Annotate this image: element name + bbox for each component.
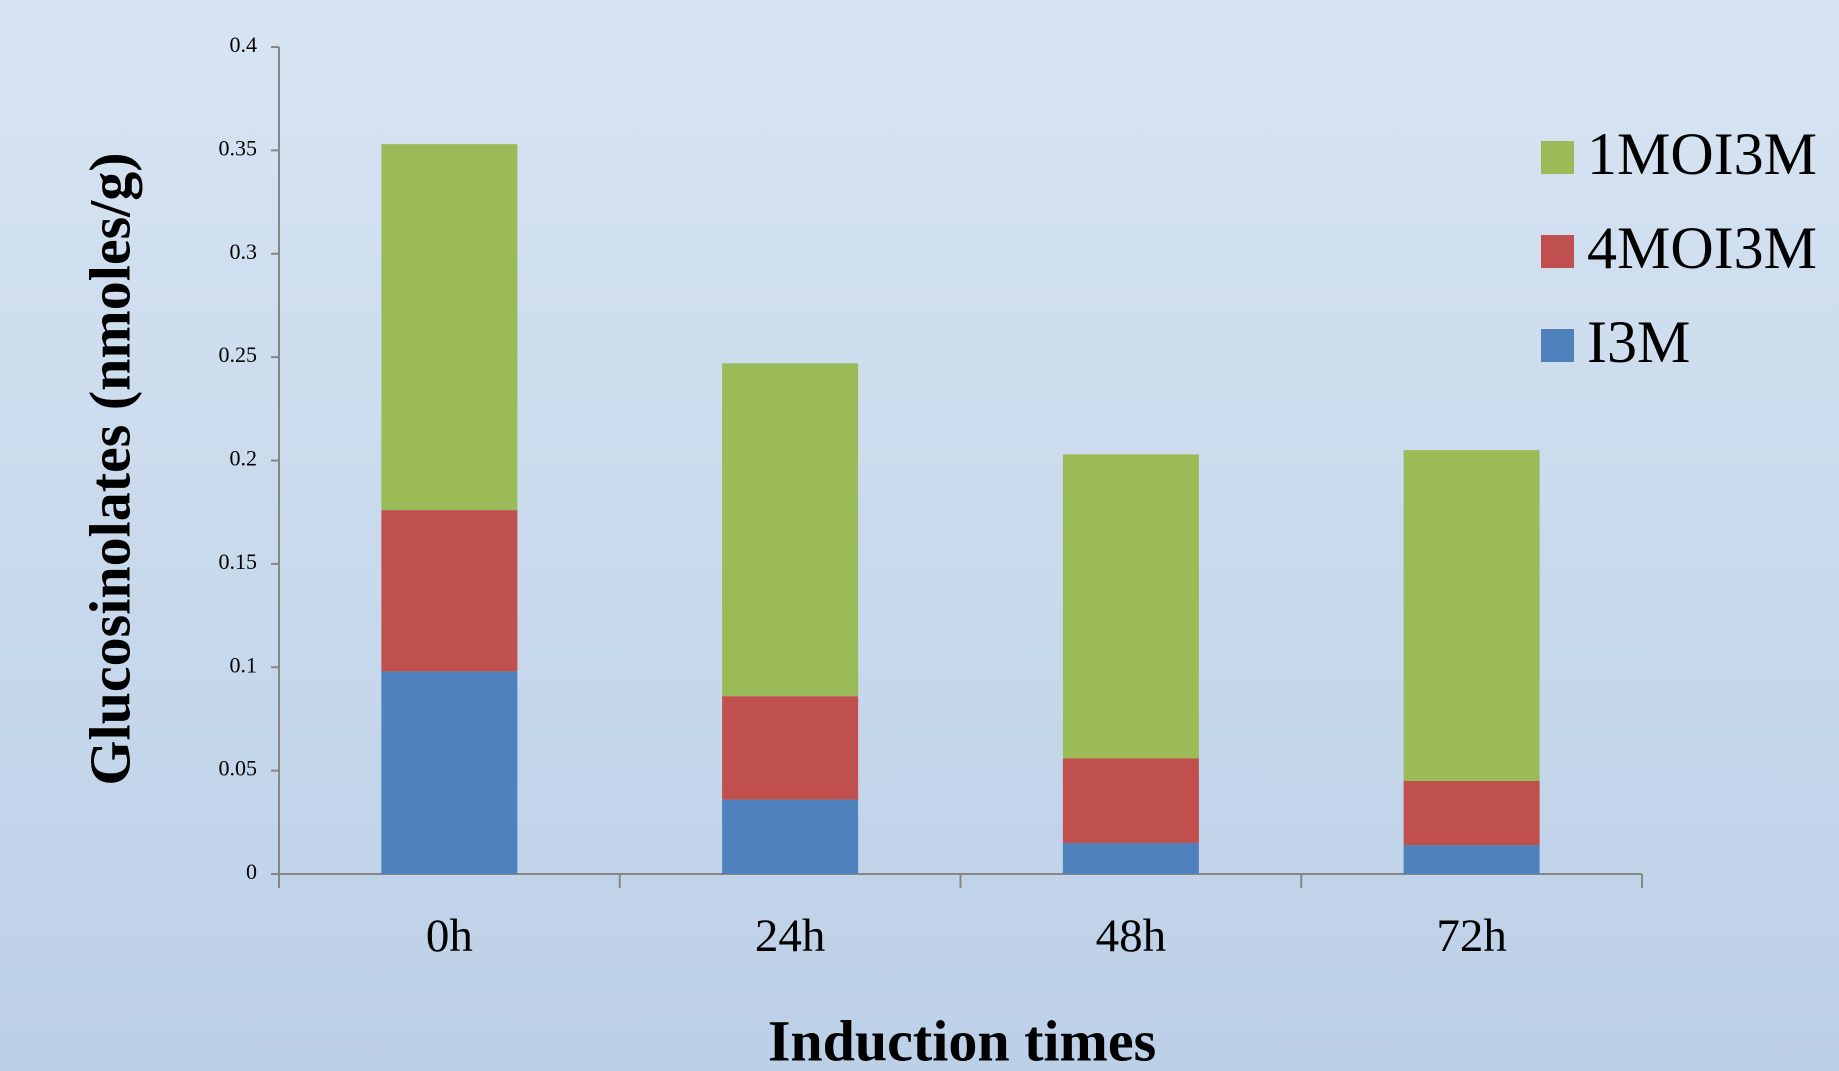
bar-segment [722,696,859,800]
bar-segment [1062,758,1199,843]
bar-segment [381,144,518,511]
x-tick-label: 0h [426,910,473,962]
y-tick-label: 0.1 [230,652,258,677]
x-tick-label: 48h [1096,910,1167,962]
legend-label: 4MOI3M [1587,215,1817,281]
bar-segment [722,799,859,874]
legend-label: I3M [1587,309,1690,375]
x-axis-title: Induction times [768,1008,1156,1071]
legend-label: 1MOI3M [1587,121,1817,187]
legend-swatch [1541,141,1574,174]
bar-segment [381,671,518,874]
y-tick-label: 0.2 [230,446,258,471]
bar-segment [722,363,859,697]
y-tick-label: 0.25 [219,342,258,367]
y-tick-label: 0.35 [219,135,258,160]
y-tick-label: 0.05 [219,756,258,781]
x-tick-label: 72h [1436,910,1507,962]
legend-swatch [1541,329,1574,362]
x-tick-label: 24h [755,910,826,962]
legend-swatch [1541,235,1574,268]
bar-segment [1403,845,1540,874]
bar-segment [1403,780,1540,846]
bar-segment [1403,450,1540,781]
y-axis-title: Glucosinolates (nmoles/g) [77,152,142,785]
bar-segment [381,510,518,672]
bar-segment [1062,842,1199,874]
y-tick-label: 0.3 [230,239,258,264]
y-tick-label: 0.15 [219,549,258,574]
y-tick-label: 0 [246,859,257,884]
bar-segment [1062,454,1199,759]
y-tick-label: 0.4 [230,32,258,57]
